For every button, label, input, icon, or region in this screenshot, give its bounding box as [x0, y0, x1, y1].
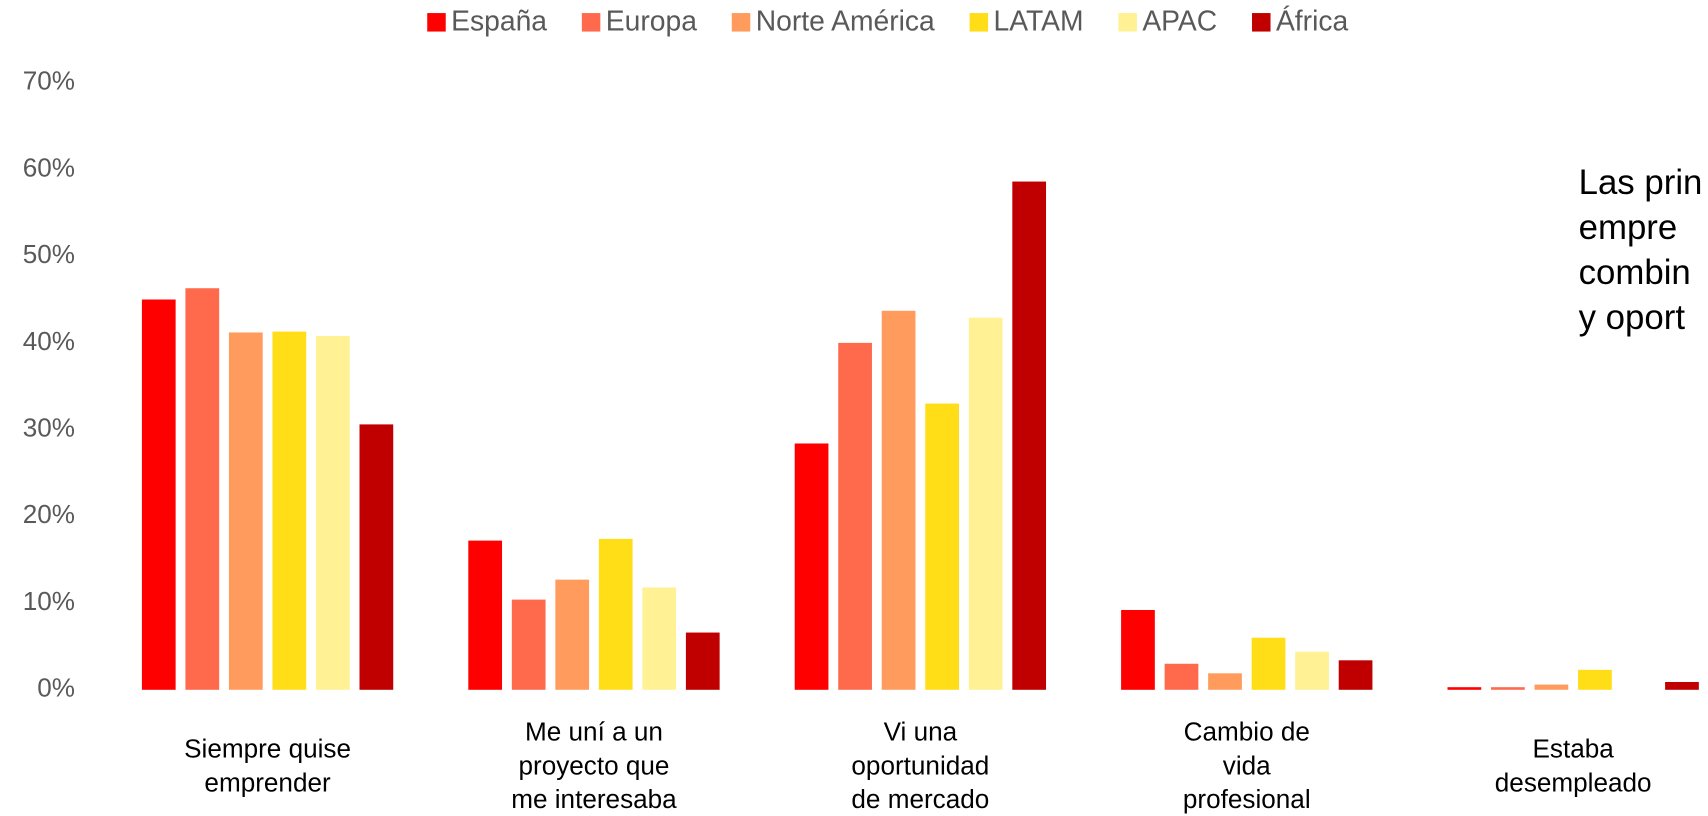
annotation: Las prin [1579, 163, 1703, 202]
x-tick-label: Vi una [884, 717, 958, 747]
bar [1164, 663, 1199, 690]
y-tick-label: 40% [23, 326, 75, 356]
bar [185, 288, 220, 690]
x-tick-label: Siempre quise [184, 734, 351, 764]
annotation: y oport [1579, 298, 1686, 337]
y-tick-label: 0% [37, 673, 75, 703]
bar [1295, 651, 1329, 690]
legend-label: Norte América [756, 4, 935, 36]
bar [141, 299, 176, 690]
x-tick-label: desempleado [1495, 767, 1652, 797]
legend-swatch [1118, 13, 1137, 32]
bar [794, 443, 829, 690]
bar [1208, 673, 1242, 690]
bar [642, 587, 677, 690]
legend-label: África [1276, 4, 1349, 36]
bar [685, 632, 720, 690]
legend-label: España [451, 4, 547, 36]
legend-swatch [1252, 13, 1271, 32]
y-tick-label: 50% [23, 239, 75, 269]
bar [1012, 181, 1047, 690]
legend-swatch [427, 13, 446, 32]
legend-swatch [969, 13, 989, 32]
annotation: empre [1579, 208, 1678, 247]
bar [511, 599, 546, 690]
annotation: combin [1579, 253, 1691, 292]
legend-label: APAC [1142, 4, 1217, 36]
bar [1338, 660, 1373, 690]
bar [925, 403, 959, 690]
bar [228, 332, 263, 690]
y-tick-label: 30% [23, 412, 75, 442]
x-tick-label: profesional [1183, 784, 1311, 814]
x-tick-label: Estaba [1533, 734, 1615, 764]
legend-label: Europa [606, 4, 697, 36]
x-tick-label: vida [1223, 750, 1271, 780]
x-tick-label: me interesaba [511, 784, 677, 814]
bar [968, 317, 1003, 690]
bar [881, 310, 916, 690]
bar [315, 335, 350, 690]
x-tick-label: emprender [204, 767, 331, 797]
x-tick-label: Cambio de [1184, 717, 1310, 747]
bar [1447, 687, 1482, 690]
y-tick-label: 70% [23, 66, 75, 96]
bar [1121, 610, 1155, 690]
y-tick-label: 10% [23, 586, 75, 616]
bar [1251, 637, 1286, 690]
legend-swatch [731, 13, 751, 32]
x-tick-label: proyecto que [518, 750, 669, 780]
bar [272, 331, 307, 690]
x-tick-label: Me uní a un [525, 717, 663, 747]
bar [1665, 681, 1699, 690]
legend-label: LATAM [994, 4, 1084, 36]
bar [555, 579, 590, 690]
y-tick-label: 20% [23, 499, 75, 529]
legend-swatch [581, 13, 601, 32]
bar [359, 424, 394, 690]
x-tick-label: oportunidad [851, 750, 989, 780]
bar [1491, 687, 1525, 690]
bar [468, 540, 503, 690]
bar [1534, 684, 1569, 690]
bar [1578, 669, 1612, 690]
bar [838, 342, 872, 690]
y-tick-label: 60% [23, 152, 75, 182]
x-tick-label: de mercado [851, 784, 989, 814]
bar [598, 538, 633, 690]
